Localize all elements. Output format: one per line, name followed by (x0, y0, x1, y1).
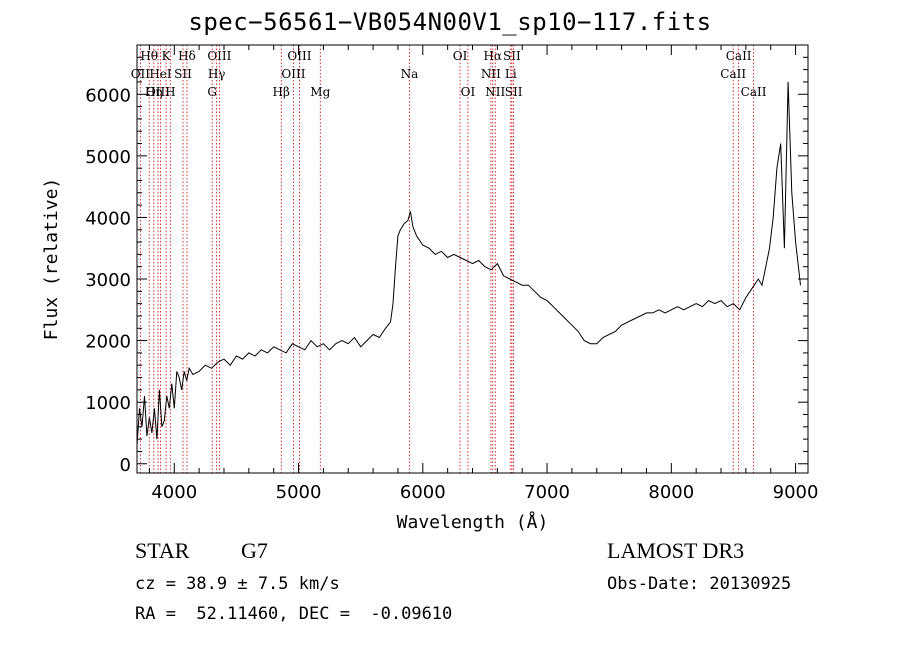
x-tick-label: 9000 (773, 482, 819, 503)
flux-series-line (136, 81, 801, 446)
spectral-line-label: K (162, 49, 172, 63)
spectral-line-label: OIII (287, 49, 311, 63)
y-tick-label: 2000 (85, 332, 131, 353)
spectral-line-label: Li (505, 67, 517, 81)
y-axis-label: Flux (relative) (41, 178, 62, 341)
x-axis-label: Wavelength (Å) (397, 511, 549, 533)
x-tick-label: 5000 (276, 482, 322, 503)
spectral-line-label: G (207, 85, 217, 99)
spectral-line-label: SII (505, 85, 523, 99)
spectral-line-label: NII (481, 67, 501, 81)
spectral-line-label: SII (174, 67, 192, 81)
x-tick-label: 8000 (648, 482, 694, 503)
spectral-line-label: Hη (145, 85, 163, 99)
spectral-line-label: SII (503, 49, 521, 63)
spectral-line-label: OII (131, 67, 151, 81)
survey-name: LAMOST DR3 (607, 538, 745, 563)
spectral-line-label: Mg (310, 85, 330, 99)
chart-title: spec−56561−VB054N00V1_sp10−117.fits (188, 8, 712, 36)
object-subclass: G7 (241, 538, 268, 563)
spectral-line-label: Hγ (208, 67, 226, 81)
y-tick-label: 5000 (85, 147, 131, 168)
spectral-line-label: OIII (146, 85, 170, 99)
spectral-line-label: OI (461, 85, 476, 99)
y-tick-label: 0 (120, 455, 131, 476)
y-tick-label: 4000 (85, 208, 131, 229)
plot-frame (136, 44, 809, 474)
x-tick-label: 6000 (400, 482, 446, 503)
spectral-line-label: OI (453, 49, 468, 63)
observation-date: Obs-Date: 20130925 (607, 574, 792, 594)
spectral-line-label: OIII (281, 67, 305, 81)
spectral-line-label: OIII (207, 49, 231, 63)
spectral-line-label: CaII (726, 49, 752, 63)
spectral-line-label: CaII (741, 85, 767, 99)
x-tick-label: 7000 (524, 482, 570, 503)
y-tick-label: 1000 (85, 393, 131, 414)
spectral-line-label: Hα (483, 49, 502, 63)
redshift-value: cz = 38.9 ± 7.5 km/s (135, 574, 340, 594)
spectral-line-label: Hθ (140, 49, 158, 63)
spectral-line-label: Na (401, 67, 419, 81)
spectral-line-label: HeI (149, 67, 172, 81)
y-tick-label: 6000 (85, 85, 131, 106)
spectral-line-label: NII (485, 85, 505, 99)
spectral-line-label: Hβ (273, 85, 290, 99)
y-tick-label: 3000 (85, 270, 131, 291)
spectral-line-label: Hδ (178, 49, 196, 63)
object-class: STAR (135, 538, 190, 563)
sky-coordinates: RA = 52.11460, DEC = -0.09610 (135, 604, 453, 624)
spectral-line-label: CaII (720, 67, 746, 81)
x-tick-label: 4000 (151, 482, 197, 503)
spectral-line-label: H (165, 85, 175, 99)
